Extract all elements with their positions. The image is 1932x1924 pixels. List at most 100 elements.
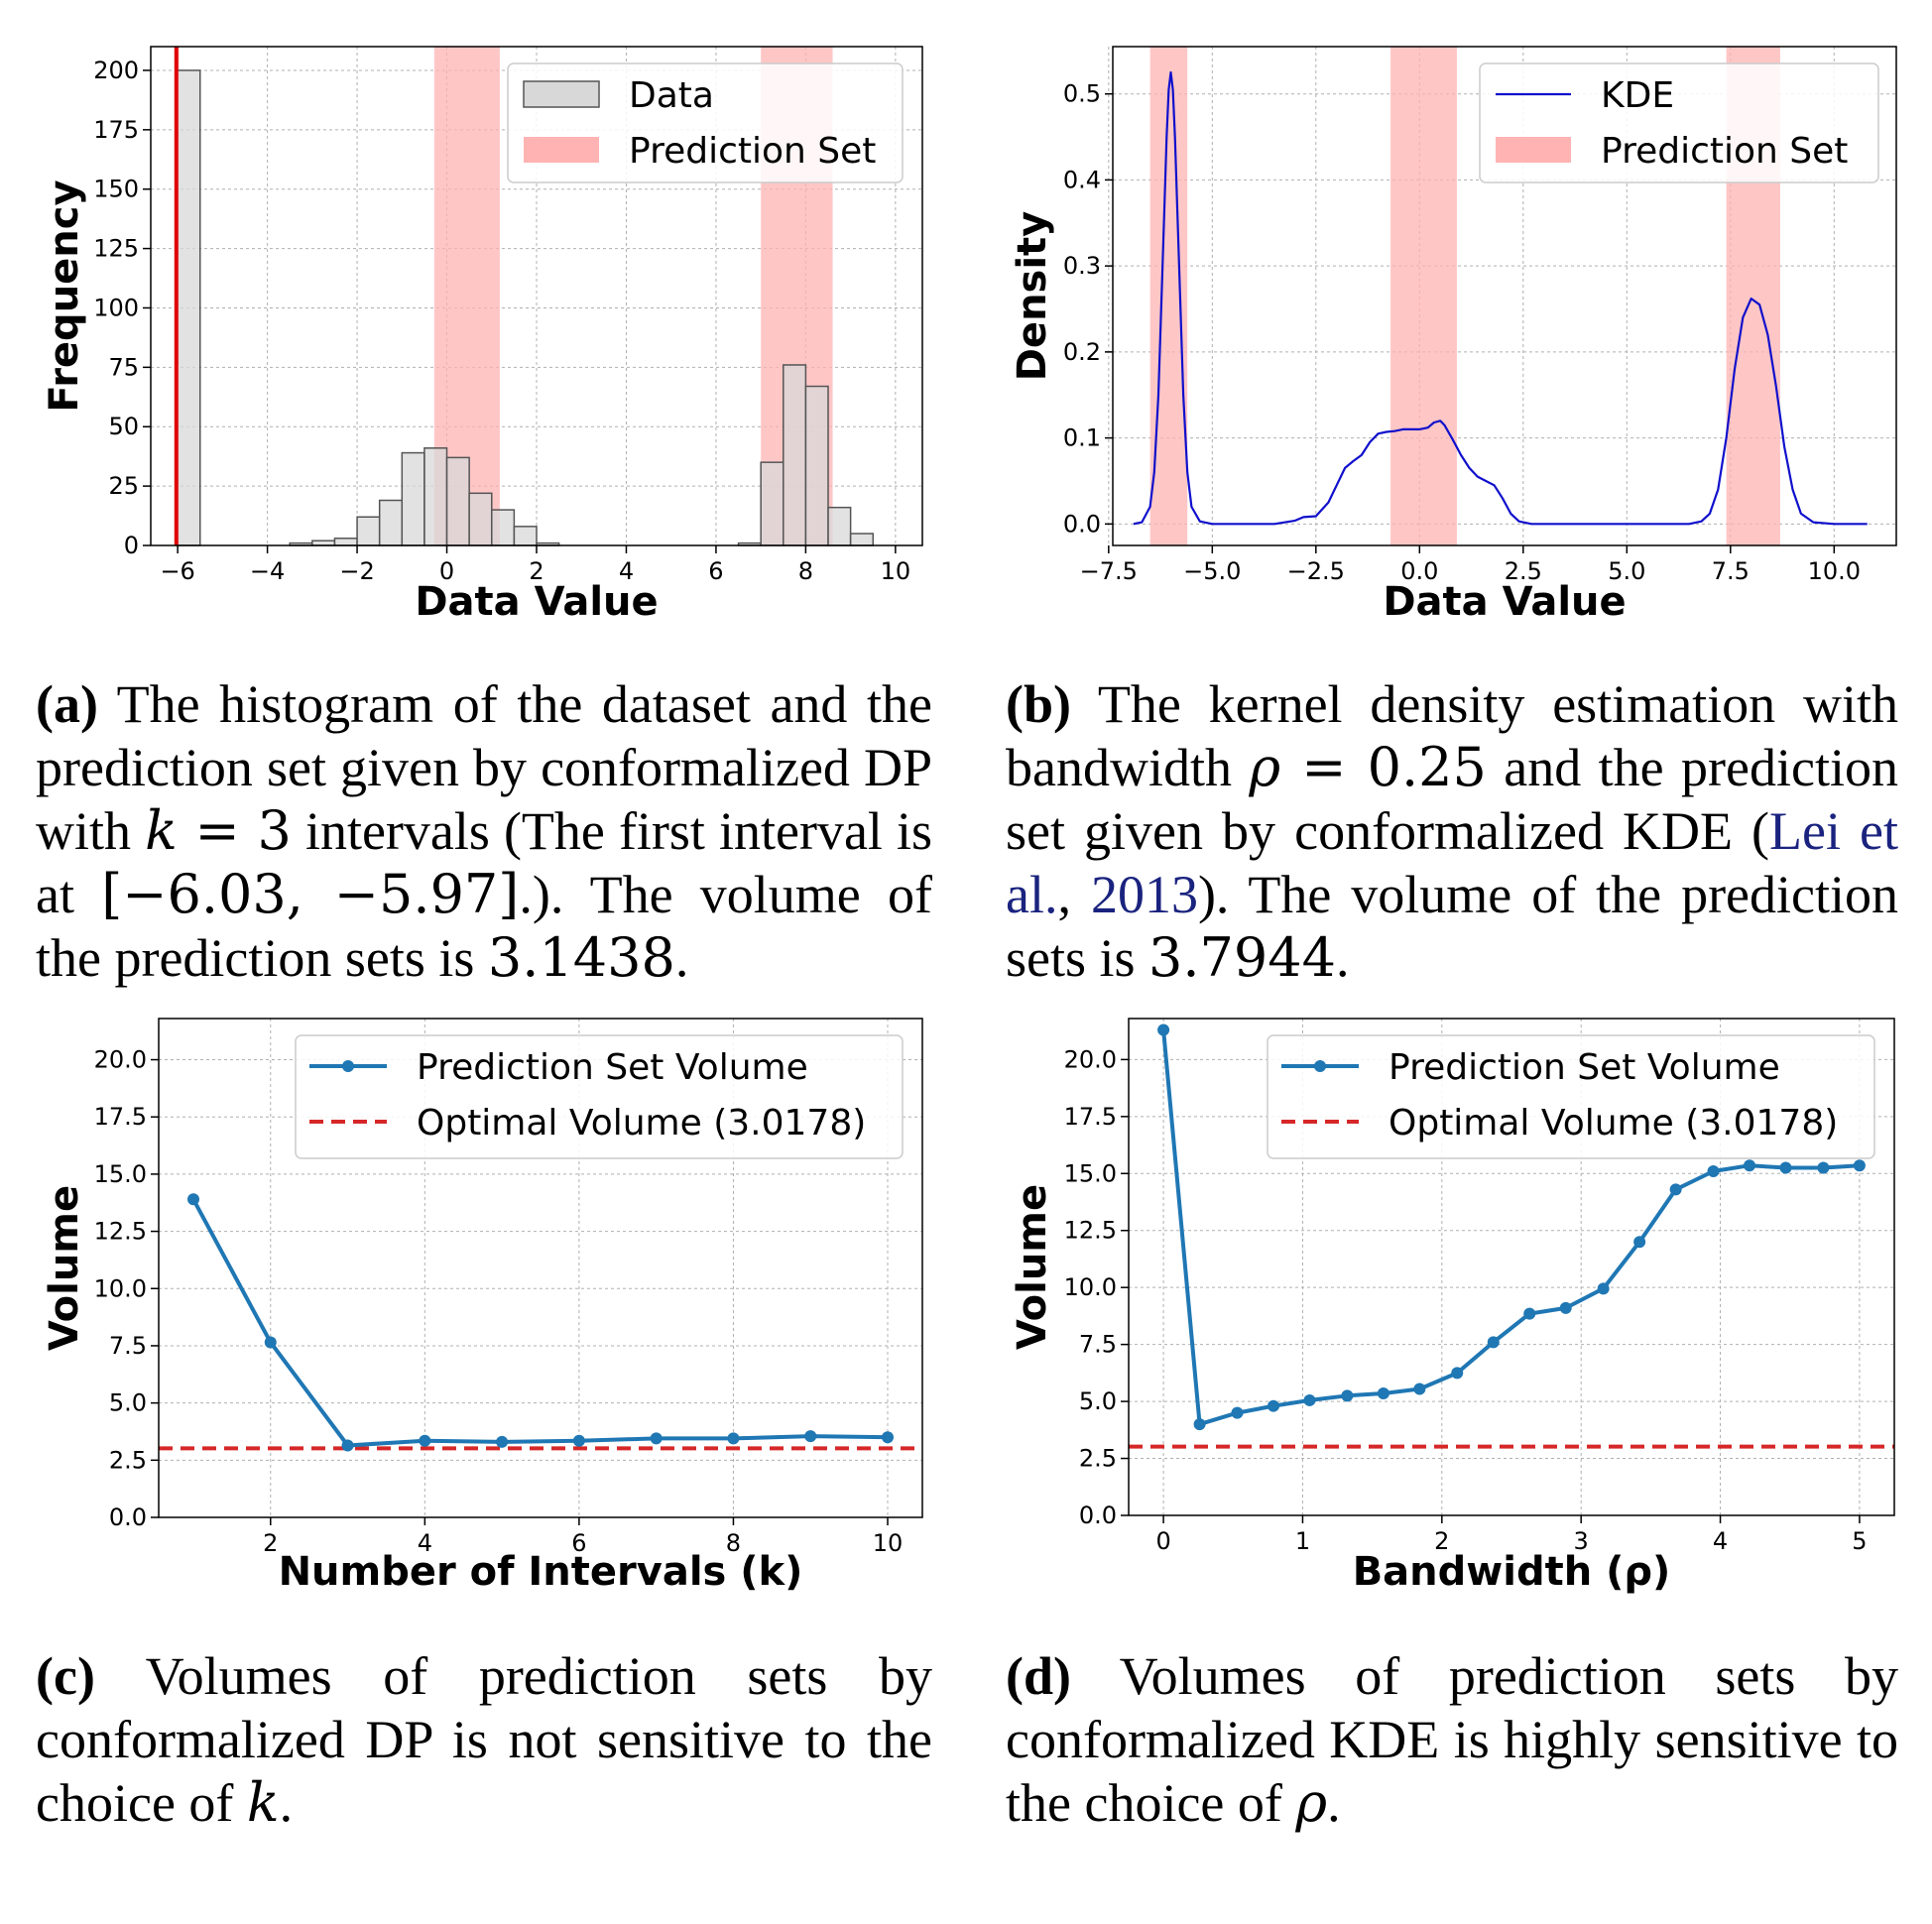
y-tick-label: 0.0 <box>1063 510 1101 538</box>
histogram-bar <box>827 506 852 546</box>
y-tick-label: 175 <box>93 116 139 144</box>
x-tick-label: 10.0 <box>1808 557 1861 585</box>
histogram-bar <box>333 538 358 546</box>
volume-point <box>804 1430 817 1443</box>
volume-point <box>1559 1301 1572 1314</box>
volume-point <box>264 1336 277 1349</box>
x-tick-label: 2 <box>263 1529 278 1557</box>
x-tick-label: 5.0 <box>1608 557 1645 585</box>
chart-c-volume-vs-k: 2 4 6 8 10 0.0 2.5 5.0 7.5 10.0 12.5 15.0 17.5 20.0 Nu… <box>42 1018 923 1595</box>
x-tick-label: 10 <box>881 557 911 585</box>
x-axis-label: Bandwidth (ρ) <box>1353 1549 1671 1595</box>
y-tick-label: 17.5 <box>1064 1103 1117 1131</box>
caption-c-label: (c) <box>36 1646 95 1706</box>
caption-c-text: Volumes of prediction sets by conformali… <box>36 1646 932 1833</box>
legend-data-swatch <box>523 80 600 108</box>
volume-line <box>191 1198 889 1448</box>
y-axis-label: Volume <box>42 1185 87 1351</box>
volume-point <box>1707 1164 1720 1177</box>
volume-point <box>419 1434 431 1447</box>
legend-volume-marker <box>342 1060 354 1072</box>
y-tick-label: 100 <box>93 294 139 321</box>
histogram-bar <box>783 364 807 546</box>
x-tick-label: −7.5 <box>1080 557 1138 585</box>
volume-point <box>1597 1282 1610 1295</box>
volume-point <box>1451 1367 1464 1380</box>
caption-a-math: k <box>145 799 178 862</box>
volume-point <box>1341 1389 1354 1402</box>
y-tick-label: 0.3 <box>1063 252 1101 280</box>
caption-d: (d) Volumes of prediction sets by confor… <box>1006 1644 1898 1835</box>
volume-point <box>1633 1236 1646 1249</box>
y-tick-label: 15.0 <box>1064 1159 1117 1187</box>
caption-d-end: . <box>1327 1773 1341 1833</box>
volume-point <box>1853 1159 1866 1172</box>
caption-b-comma: , <box>1057 865 1091 924</box>
legend-prediction-swatch <box>1496 137 1571 163</box>
x-tick-label: −2 <box>339 557 374 585</box>
histogram-bar <box>849 533 874 546</box>
citation-link[interactable]: Lei et al. <box>1006 801 1898 924</box>
kde-line <box>1133 70 1868 526</box>
histogram-bar <box>423 447 448 546</box>
y-tick-label: 25 <box>108 472 139 500</box>
legend-kde-label: KDE <box>1601 75 1674 116</box>
x-axis-label: Number of Intervals (k) <box>279 1549 803 1595</box>
legend-prediction-label: Prediction Set <box>629 131 876 172</box>
histogram-bar <box>176 69 201 546</box>
y-tick-label: 12.5 <box>1064 1217 1117 1245</box>
x-tick-label: −4 <box>250 557 285 585</box>
volume-point <box>1413 1383 1426 1395</box>
y-tick-label: 5.0 <box>109 1389 147 1417</box>
histogram-bar <box>378 499 404 546</box>
caption-a-end: . <box>674 928 689 988</box>
citation-year-link[interactable]: 2013 <box>1090 865 1198 924</box>
caption-b-text-3: ). The volume of the prediction sets is <box>1006 865 1898 988</box>
volume-point <box>650 1432 663 1445</box>
y-axis-label: Frequency <box>42 180 87 412</box>
caption-b-rho-value: 0.25 <box>1367 736 1487 798</box>
y-tick-label: 75 <box>108 353 139 381</box>
y-tick-label: 2.5 <box>109 1446 147 1474</box>
y-tick-label: 17.5 <box>94 1103 147 1131</box>
y-axis-label: Volume <box>1010 1184 1055 1350</box>
y-axis-label: Density <box>1010 211 1055 382</box>
y-tick-label: 0.5 <box>1063 80 1101 108</box>
caption-a-k-value: 3 <box>257 799 292 862</box>
volume-point <box>341 1439 354 1452</box>
x-tick-label: 4 <box>418 1529 432 1557</box>
volume-point <box>1231 1406 1244 1419</box>
chart-b-kde: −7.5 −5.0 −2.5 0.0 2.5 5.0 7.5 10.0 0.0 0.1 0.2 0.3… <box>1010 46 1897 625</box>
y-tick-label: 5.0 <box>1079 1387 1117 1415</box>
histogram-bar <box>445 456 470 546</box>
legend-volume-label: Prediction Set Volume <box>417 1047 808 1088</box>
volume-point <box>727 1432 740 1445</box>
volume-point <box>1157 1023 1170 1036</box>
x-tick-label: 3 <box>1574 1527 1589 1555</box>
y-tick-label: 200 <box>93 57 139 84</box>
x-tick-label: 0 <box>439 557 454 585</box>
x-axis-label: Data Value <box>415 579 658 625</box>
x-tick-label: 5 <box>1852 1527 1867 1555</box>
y-tick-label: 12.5 <box>94 1218 147 1246</box>
legend-box <box>507 62 904 183</box>
x-tick-label: 2.5 <box>1505 557 1542 585</box>
caption-b-text: The kernel density estimation with bandw… <box>1006 674 1898 797</box>
x-tick-label: 10 <box>873 1529 904 1557</box>
plot-frame <box>158 1018 923 1518</box>
x-tick-label: 2 <box>1434 1527 1449 1555</box>
volume-point <box>1377 1387 1389 1400</box>
volume-point <box>1267 1399 1279 1412</box>
x-tick-label: 8 <box>798 557 813 585</box>
x-tick-label: 4 <box>619 557 634 585</box>
caption-b-end: . <box>1335 928 1350 988</box>
x-tick-label: 1 <box>1295 1527 1310 1555</box>
volume-point <box>187 1193 199 1206</box>
caption-d-text: Volumes of prediction sets by conformali… <box>1006 1646 1898 1833</box>
legend-box <box>1267 1034 1875 1159</box>
caption-a-interval: [−6.03, −5.97] <box>101 863 520 925</box>
legend-optimal-label: Optimal Volume (3.0178) <box>417 1103 866 1143</box>
volume-point <box>572 1434 585 1447</box>
caption-a-eq: = <box>177 799 258 862</box>
y-tick-label: 7.5 <box>109 1332 147 1360</box>
